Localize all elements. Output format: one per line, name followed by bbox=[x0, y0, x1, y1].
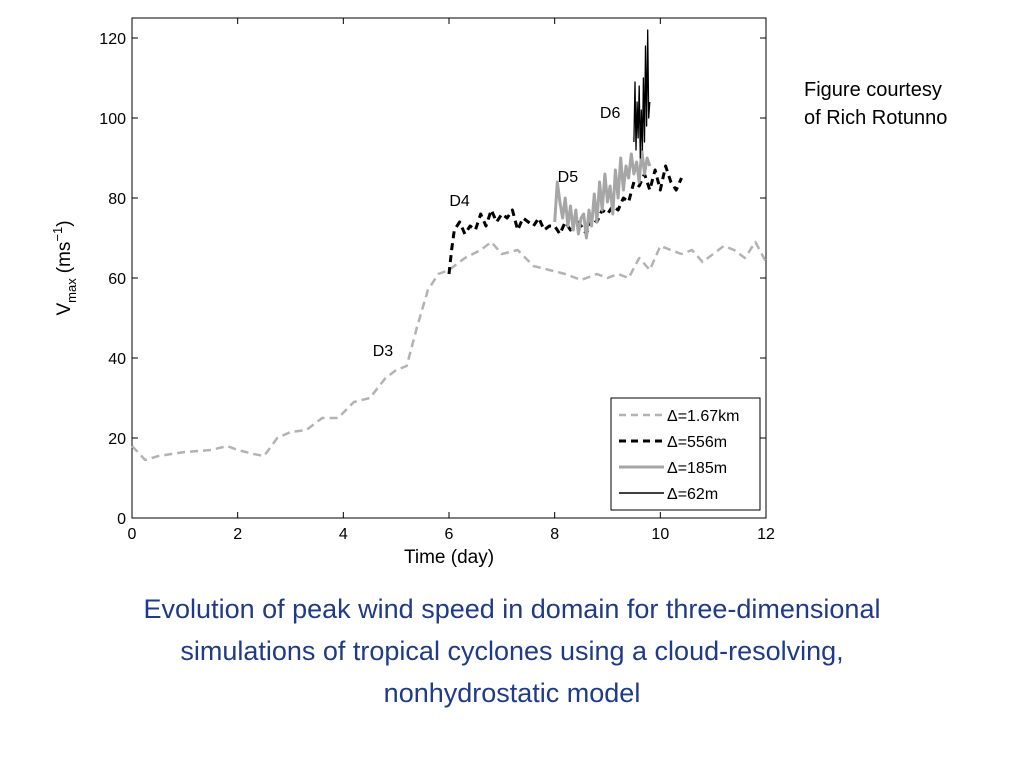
legend-label-1670m: Δ=1.67km bbox=[667, 408, 740, 425]
series-layer bbox=[131, 29, 768, 462]
domain-annotation-d3: D3 bbox=[373, 343, 394, 360]
x-tick-label: 4 bbox=[339, 526, 348, 543]
x-tick-label: 12 bbox=[757, 526, 775, 543]
y-tick-label: 80 bbox=[108, 191, 126, 208]
caption-line-1: Evolution of peak wind speed in domain f… bbox=[143, 594, 881, 624]
y-axis-label-unit: (ms bbox=[54, 242, 75, 274]
y-tick-label: 20 bbox=[108, 431, 126, 448]
x-tick-label: 10 bbox=[651, 526, 669, 543]
x-axis-label: Time (day) bbox=[404, 547, 494, 568]
domain-annotation-d6: D6 bbox=[600, 105, 621, 122]
x-axis-ticks: 0 2 4 6 8 10 12 bbox=[128, 18, 775, 543]
credit-line-2: of Rich Rotunno bbox=[804, 107, 948, 129]
series-62m-line bbox=[633, 29, 651, 159]
legend-label-62m: Δ=62m bbox=[667, 486, 718, 503]
x-tick-label: 2 bbox=[233, 526, 242, 543]
y-tick-label: 40 bbox=[108, 351, 126, 368]
y-tick-label: 60 bbox=[108, 271, 126, 288]
wind-speed-chart: 0 20 40 60 80 100 120 0 2 4 6 8 10 12 D3 D4 D5 D6 Time … bbox=[50, 17, 775, 568]
x-tick-label: 6 bbox=[445, 526, 454, 543]
y-axis-label: Vmax (ms−1) bbox=[50, 220, 79, 315]
series-1670m-line bbox=[131, 240, 768, 462]
legend-label-185m: Δ=185m bbox=[667, 460, 727, 477]
annotation-layer: D3 D4 D5 D6 bbox=[373, 105, 621, 360]
x-tick-label: 8 bbox=[550, 526, 559, 543]
y-tick-label: 100 bbox=[99, 111, 126, 128]
series-185m-line bbox=[553, 148, 652, 240]
series-556m-line bbox=[447, 164, 683, 275]
legend: Δ=1.67km Δ=556m Δ=185m Δ=62m bbox=[610, 397, 761, 511]
domain-annotation-d4: D4 bbox=[449, 193, 470, 210]
credit-line-1: Figure courtesy bbox=[804, 79, 942, 101]
caption-line-3: nonhydrostatic model bbox=[383, 678, 641, 708]
y-axis-label-sup: −1 bbox=[50, 227, 65, 242]
legend-label-556m: Δ=556m bbox=[667, 434, 727, 451]
figure-credit: Figure courtesy of Rich Rotunno bbox=[804, 76, 947, 132]
y-axis-label-sub: max bbox=[64, 278, 79, 303]
domain-annotation-d5: D5 bbox=[558, 169, 579, 186]
y-axis-ticks: 0 20 40 60 80 100 120 bbox=[99, 31, 766, 528]
y-axis-label-close: ) bbox=[54, 220, 75, 226]
y-tick-label: 0 bbox=[117, 511, 126, 528]
y-tick-label: 120 bbox=[99, 31, 126, 48]
caption-line-2: simulations of tropical cyclones using a… bbox=[180, 636, 844, 666]
x-tick-label: 0 bbox=[128, 526, 137, 543]
slide-caption: Evolution of peak wind speed in domain f… bbox=[40, 588, 984, 714]
y-axis-label-main: V bbox=[54, 303, 75, 316]
legend-box bbox=[610, 397, 761, 511]
